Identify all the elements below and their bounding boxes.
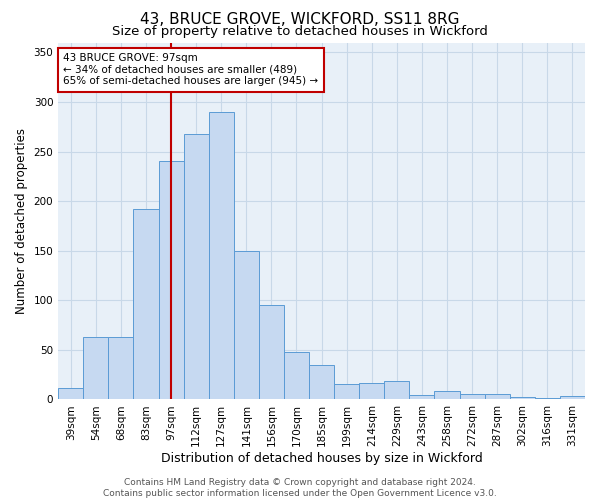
X-axis label: Distribution of detached houses by size in Wickford: Distribution of detached houses by size … [161, 452, 482, 465]
Bar [83, 337, 109, 400]
Bar [109, 337, 133, 400]
Bar [209, 112, 234, 400]
Bar [158, 162, 184, 400]
Text: 43 BRUCE GROVE: 97sqm
← 34% of detached houses are smaller (489)
65% of semi-det: 43 BRUCE GROVE: 97sqm ← 34% of detached … [64, 53, 319, 86]
Bar [510, 398, 535, 400]
Bar [284, 352, 309, 400]
Text: Contains HM Land Registry data © Crown copyright and database right 2024.
Contai: Contains HM Land Registry data © Crown c… [103, 478, 497, 498]
Bar [385, 380, 409, 400]
Bar [133, 209, 158, 400]
Bar [535, 398, 560, 400]
Bar [485, 394, 510, 400]
Bar [560, 396, 585, 400]
Text: Size of property relative to detached houses in Wickford: Size of property relative to detached ho… [112, 25, 488, 38]
Bar [184, 134, 209, 400]
Bar [309, 365, 334, 400]
Text: 43, BRUCE GROVE, WICKFORD, SS11 8RG: 43, BRUCE GROVE, WICKFORD, SS11 8RG [140, 12, 460, 28]
Y-axis label: Number of detached properties: Number of detached properties [15, 128, 28, 314]
Bar [434, 390, 460, 400]
Bar [359, 382, 385, 400]
Bar [409, 394, 434, 400]
Bar [259, 306, 284, 400]
Bar [334, 384, 359, 400]
Bar [58, 388, 83, 400]
Bar [234, 250, 259, 400]
Bar [460, 394, 485, 400]
